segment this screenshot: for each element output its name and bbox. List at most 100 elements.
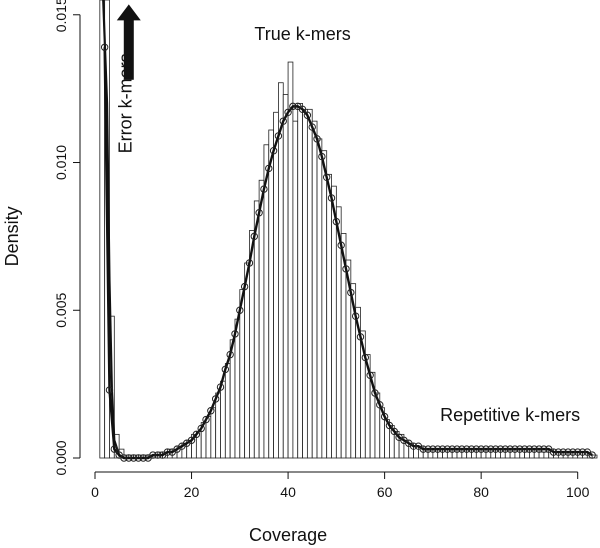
density-fit-point (472, 445, 481, 453)
density-fit-point (540, 445, 548, 453)
density-fit-point (342, 265, 350, 273)
density-fit-point (429, 445, 437, 453)
density-fit-point (289, 102, 297, 111)
y-tick-label: 0.015 (53, 0, 69, 32)
density-fit-point (516, 445, 524, 453)
density-fit-point (477, 445, 485, 453)
density-fit-point (438, 445, 447, 453)
density-fit-point (202, 415, 210, 424)
density-fit-point (419, 445, 427, 453)
y-tick-label: 0.005 (53, 293, 69, 328)
density-fit-point (409, 442, 418, 450)
density-fit-point (520, 445, 529, 453)
histogram-bar (195, 431, 202, 459)
density-fit-point (443, 445, 452, 453)
density-fit-point (313, 135, 321, 143)
y-tick-label: 0.000 (53, 440, 69, 475)
histogram-bar (244, 262, 250, 459)
density-fit-point (347, 288, 355, 297)
density-fit-point (211, 395, 220, 403)
density-fit-point (434, 445, 442, 453)
density-fit-point (588, 451, 596, 459)
density-fit-point (487, 445, 495, 453)
histogram-bar (268, 129, 274, 459)
density-fit-point (192, 430, 201, 439)
x-tick-label: 40 (280, 484, 296, 500)
histogram-bar (306, 108, 313, 459)
density-fit-point (385, 421, 394, 430)
density-fit-point (245, 259, 254, 267)
density-fit-point (318, 152, 326, 161)
histogram-bar (302, 108, 308, 459)
density-fit-point (511, 445, 519, 453)
density-fit-point (453, 445, 461, 453)
density-fit-point (380, 412, 389, 421)
x-axis-title: Coverage (249, 525, 327, 545)
annotation-error: Error k-mers (116, 53, 136, 153)
x-tick-label: 0 (91, 484, 99, 500)
x-tick-label: 100 (566, 484, 590, 500)
density-fit-point (187, 436, 196, 444)
density-fit-point (376, 401, 384, 409)
density-fit-point (390, 427, 398, 436)
density-fit-point (240, 282, 249, 291)
density-fit-point (134, 454, 143, 462)
histogram-bar (331, 185, 337, 459)
density-fit-point (482, 445, 490, 453)
density-fit-point (356, 333, 365, 341)
histogram-bar (239, 289, 246, 459)
histogram-bar (543, 451, 550, 459)
density-fit-point (298, 105, 307, 114)
histogram-bar (297, 103, 303, 459)
histogram-bar (287, 61, 294, 459)
density-fit-point (462, 445, 471, 453)
density-fit-point (506, 445, 514, 453)
y-axis-title: Density (2, 206, 22, 266)
x-tick-label: 80 (473, 484, 489, 500)
density-fit-point (303, 111, 312, 119)
density-fit-point (366, 371, 374, 379)
density-fit-point (250, 232, 258, 241)
density-fit-point (573, 448, 582, 456)
density-fit-point (371, 389, 379, 397)
density-fit-point (269, 146, 278, 155)
density-fit-point (149, 451, 157, 459)
histogram-bar (538, 451, 545, 459)
histogram-bar (316, 138, 323, 459)
density-fit-point (332, 217, 341, 226)
histogram-bar (220, 380, 226, 459)
density-fit-point (236, 306, 244, 314)
density-fit-point (125, 454, 133, 462)
density-fit-point (279, 117, 287, 125)
density-fit-point (424, 445, 432, 453)
density-fit-point (207, 407, 215, 415)
density-fit-point (260, 185, 268, 193)
density-fit-point (559, 448, 567, 456)
histogram-bar (273, 111, 279, 459)
density-fit-point (105, 386, 114, 394)
density-fit-point (120, 454, 128, 462)
histogram-bar (524, 451, 530, 459)
density-fit-point (327, 194, 336, 202)
density-fit-point (448, 445, 456, 453)
histogram-bar (210, 407, 217, 459)
density-fit-point (255, 209, 263, 217)
density-fit-point (337, 241, 345, 249)
histogram-bar (224, 363, 231, 459)
density-fit-point (554, 448, 563, 456)
density-fit-point (578, 448, 587, 456)
density-fit-point (491, 445, 500, 453)
arrow-shaft (123, 18, 134, 80)
annotations: True k-mers Error k-mers Repetitive k-mers (116, 4, 580, 425)
density-fit-point (163, 448, 172, 456)
histogram-bars (99, 0, 598, 459)
density-fit-point (154, 451, 162, 459)
density-fit-point (226, 350, 234, 359)
density-fit-point (322, 173, 331, 181)
histogram-bar (326, 173, 332, 459)
axes: 0 20 40 60 80 100 Coverage 0.000 0.005 0.010 0.015… (2, 0, 590, 545)
density-fit-points (100, 43, 596, 462)
annotation-repetitive: Repetitive k-mers (440, 405, 580, 425)
density-fit-line (103, 47, 593, 460)
